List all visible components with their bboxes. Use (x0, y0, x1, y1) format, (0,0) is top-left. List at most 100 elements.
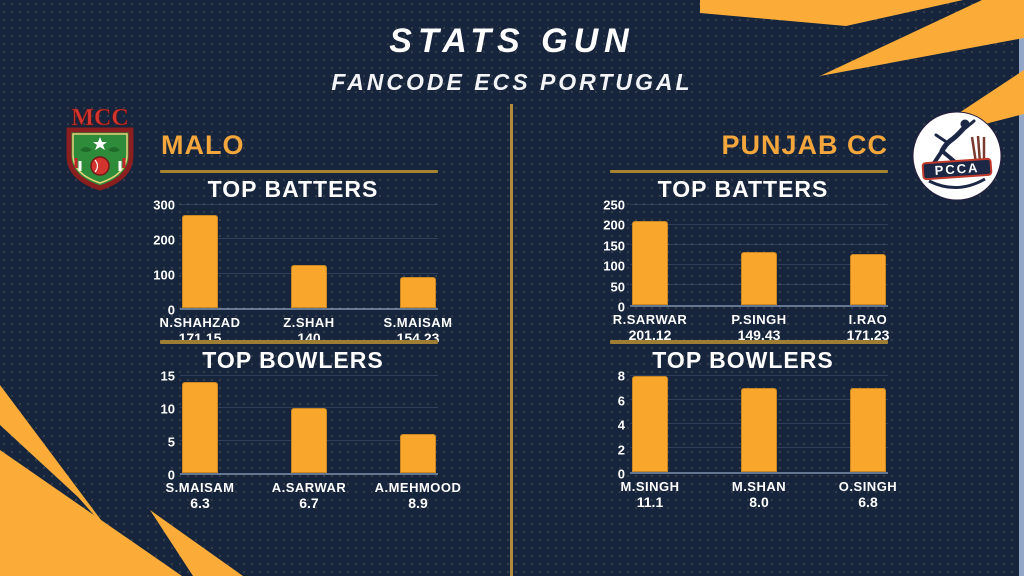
y-tick-label: 250 (603, 197, 625, 213)
bar-label: A.SARWAR 6.7 (272, 480, 347, 512)
gridline (180, 375, 438, 376)
player-name: N.SHAHZAD (159, 315, 241, 330)
player-stat-value: 6.3 (190, 495, 210, 511)
y-tick-label: 5 (167, 434, 175, 450)
bar-labels-row: R.SARWAR 201.12 P.SINGH 149.43 I.RAO 171.23 (613, 312, 890, 350)
bar-a.mehmood (400, 434, 436, 473)
y-tick-label: 200 (603, 217, 625, 233)
bar-s.maisam (182, 382, 218, 473)
player-stat-value: 149.43 (737, 327, 781, 343)
chart-body: 0 100 200 300 (148, 199, 438, 317)
gridline (180, 238, 438, 240)
y-tick-label: 2 (617, 442, 625, 457)
player-name: A.SARWAR (271, 480, 347, 495)
gridline (180, 204, 438, 205)
y-tick-label: 50 (610, 279, 625, 295)
y-tick-label: 100 (603, 258, 625, 274)
bar-labels-row: S.MAISAM 6.3 A.SARWAR 6.7 A.MEHMOOD 8.9 (166, 480, 461, 518)
chart-body: 0 2 4 6 8 (598, 370, 888, 481)
player-name: M.SINGH (620, 479, 680, 494)
section-divider-line (160, 340, 438, 344)
bar-label: S.MAISAM 6.3 (166, 480, 235, 512)
malo-mcc-logo-icon: MCC (66, 105, 134, 191)
player-stat-value: 171.23 (846, 327, 890, 343)
punjab-pcca-logo-icon: PCCA (912, 111, 1002, 201)
plot-area (180, 204, 438, 310)
section-divider-line (160, 170, 438, 173)
gridline (630, 244, 888, 245)
player-name: P.SINGH (731, 312, 787, 327)
chart-title: TOP BOWLERS (652, 347, 834, 373)
player-name: Z.SHAH (283, 315, 335, 330)
plot-area (630, 375, 888, 474)
bar-n.shahzad (182, 215, 218, 308)
y-tick-label: 100 (153, 267, 175, 283)
chart-title: TOP BATTERS (657, 176, 829, 202)
player-stat-value: 11.1 (636, 494, 664, 510)
player-stat-value: 6.7 (299, 495, 319, 511)
bar-a.sarwar (291, 408, 327, 473)
chart-punjab-top-batters: TOP BATTERS 0 50 100 150 200 250 R.SARWAR 201.12… (598, 170, 890, 350)
page-title: STATS GUN (389, 22, 635, 60)
player-name: I.RAO (848, 312, 888, 327)
bar-label: M.SINGH 11.1 (620, 479, 679, 511)
bar-labels-row: M.SINGH 11.1 M.SHAN 8.0 O.SINGH 6.8 (620, 479, 896, 517)
plot-area (180, 375, 438, 475)
player-stat-value: 8.9 (408, 495, 428, 511)
chart-malo-top-bowlers: TOP BOWLERS 0 5 10 15 S.MAISAM 6.3 A.SARWAR 6.7 A… (148, 340, 461, 518)
bar-i.rao (850, 254, 886, 305)
bar-label: I.RAO 171.23 (847, 312, 890, 344)
chart-body: 0 50 100 150 200 250 (598, 199, 888, 314)
y-tick-label: 0 (167, 302, 175, 318)
y-tick-label: 8 (617, 368, 625, 384)
bar-r.sarwar (632, 221, 668, 305)
chart-body: 0 5 10 15 (148, 370, 438, 482)
bar-m.singh (632, 376, 668, 472)
y-axis: 0 100 200 300 (148, 199, 180, 317)
mcc-logo-text: MCC (71, 105, 128, 131)
player-name: M.SHAN (731, 479, 787, 494)
header: STATS GUN FANCODE ECS PORTUGAL (0, 0, 1024, 96)
y-tick-label: 15 (160, 368, 175, 384)
chart-malo-top-batters: TOP BATTERS 0 100 200 300 N.SHAHZAD 171.15 Z.SH… (148, 170, 452, 353)
bar-m.shan (741, 388, 777, 472)
chart-punjab-top-bowlers: TOP BOWLERS 0 2 4 6 8 M.SINGH 11.1 M.SHAN 8.0 O.SI… (598, 340, 897, 517)
player-stat-value: 8.0 (749, 494, 769, 510)
player-name: A.MEHMOOD (374, 480, 462, 495)
y-tick-label: 300 (153, 197, 175, 213)
y-axis: 0 50 100 150 200 250 (598, 199, 630, 314)
player-stat-value: 6.8 (858, 494, 878, 510)
bar-label: P.SINGH 149.43 (731, 312, 786, 344)
player-name: R.SARWAR (612, 312, 688, 327)
center-divider-line (510, 104, 513, 576)
gridline (630, 375, 888, 376)
player-name: S.MAISAM (165, 480, 235, 495)
y-tick-label: 200 (153, 232, 175, 248)
y-axis: 0 2 4 6 8 (598, 370, 630, 481)
chart-title: TOP BATTERS (207, 176, 379, 202)
pcca-logo-text: PCCA (934, 160, 980, 178)
gridline (630, 224, 888, 225)
bar-o.singh (850, 388, 886, 472)
bar-z.shah (291, 265, 327, 308)
bar-s.maisam (400, 277, 436, 308)
y-tick-label: 150 (603, 238, 625, 254)
gridline (180, 407, 438, 409)
team-name-punjab-cc: PUNJAB CC (721, 130, 888, 160)
team-name-malo: MALO (161, 130, 245, 160)
bar-label: A.MEHMOOD 8.9 (375, 480, 462, 512)
y-tick-label: 10 (160, 401, 175, 417)
page-subtitle: FANCODE ECS PORTUGAL (331, 69, 693, 95)
y-tick-label: 0 (617, 299, 625, 315)
bar-label: M.SHAN 8.0 (732, 479, 786, 511)
y-tick-label: 6 (617, 393, 625, 408)
player-stat-value: 201.12 (628, 327, 672, 343)
player-name: S.MAISAM (383, 315, 453, 330)
bar-label: R.SARWAR 201.12 (613, 312, 688, 344)
right-edge-strip (1019, 0, 1024, 576)
y-tick-label: 4 (617, 417, 625, 433)
y-tick-label: 0 (617, 466, 625, 482)
plot-area (630, 204, 888, 307)
chart-title: TOP BOWLERS (202, 347, 384, 373)
